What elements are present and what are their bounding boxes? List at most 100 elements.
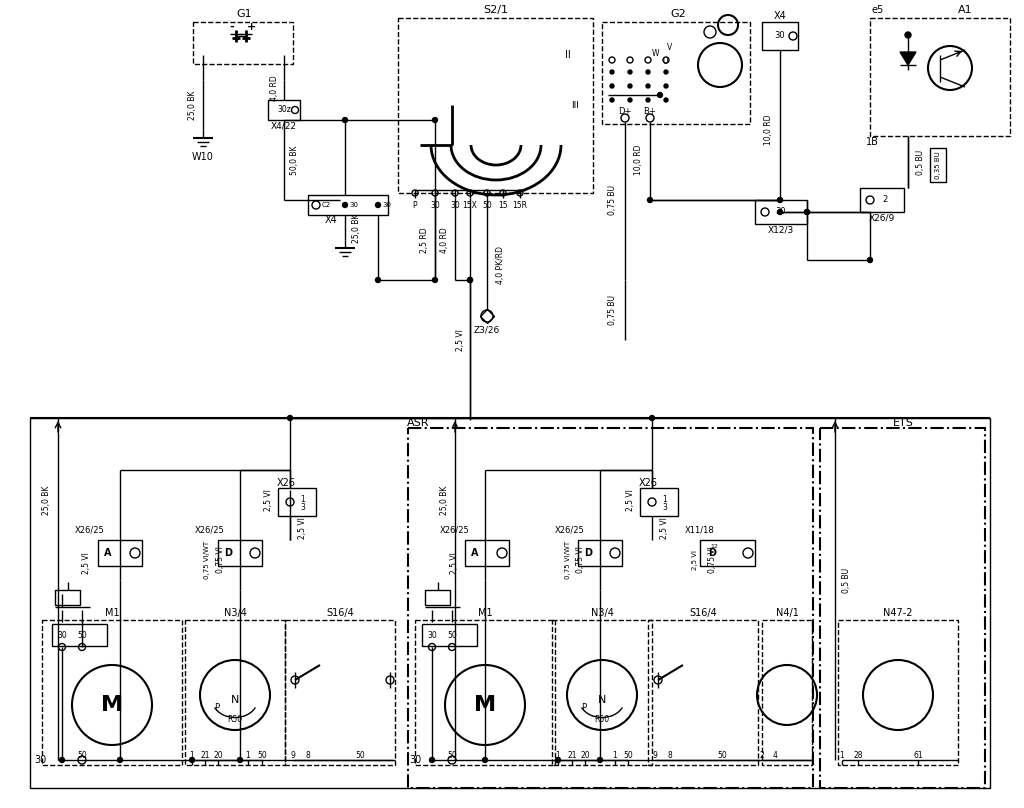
Circle shape [555, 758, 560, 763]
Text: 8: 8 [668, 751, 673, 760]
Text: G1: G1 [237, 9, 252, 19]
Text: M: M [474, 695, 496, 715]
Bar [930, 148, 946, 182]
Text: 0,75 VI/WT: 0,75 VI/WT [204, 541, 210, 579]
Text: ASR: ASR [407, 418, 429, 428]
Text: II: II [565, 50, 570, 60]
Text: 3: 3 [300, 503, 305, 511]
Text: 50,0 BK: 50,0 BK [291, 145, 299, 175]
Text: G2: G2 [670, 9, 686, 19]
Text: M1: M1 [477, 608, 493, 618]
Text: C2: C2 [322, 202, 331, 208]
Text: 50: 50 [482, 201, 492, 211]
Text: 50: 50 [624, 751, 633, 760]
Text: 1: 1 [840, 751, 845, 760]
Circle shape [288, 415, 293, 420]
Text: III: III [571, 100, 579, 110]
Circle shape [905, 32, 911, 38]
Text: N: N [230, 695, 240, 705]
Text: X26/25: X26/25 [440, 525, 470, 535]
Text: 30z: 30z [278, 106, 291, 115]
Circle shape [628, 84, 632, 88]
Circle shape [646, 70, 650, 74]
Circle shape [238, 758, 243, 763]
Text: X4: X4 [773, 11, 786, 21]
Circle shape [777, 197, 782, 203]
Text: 50: 50 [447, 751, 457, 760]
Text: 1: 1 [662, 494, 667, 503]
Text: 2: 2 [882, 196, 887, 204]
Text: +: + [248, 22, 257, 32]
Bar [700, 540, 755, 566]
Text: 1: 1 [189, 751, 195, 760]
Text: 0,75 VI: 0,75 VI [577, 546, 586, 574]
Text: 30: 30 [349, 202, 358, 208]
Text: X26/25: X26/25 [196, 525, 225, 535]
Circle shape [432, 277, 437, 283]
Circle shape [805, 209, 810, 214]
Text: e5: e5 [871, 5, 884, 15]
Circle shape [657, 92, 663, 98]
Text: P: P [413, 201, 418, 211]
Text: 25,0 BK: 25,0 BK [43, 486, 51, 515]
Text: 2,5 VI: 2,5 VI [692, 550, 698, 570]
Text: 4,0 RD: 4,0 RD [440, 227, 450, 253]
Bar [860, 188, 904, 212]
Bar [185, 620, 285, 765]
Bar [820, 428, 985, 788]
Text: X26/9: X26/9 [869, 213, 895, 222]
Circle shape [189, 758, 195, 763]
Text: P: P [582, 704, 587, 713]
Text: 2,5 VI: 2,5 VI [659, 517, 669, 539]
Circle shape [664, 84, 668, 88]
Bar [415, 620, 555, 765]
Bar [465, 540, 509, 566]
Text: 9: 9 [291, 751, 296, 760]
Text: D: D [584, 548, 592, 558]
Text: W10: W10 [193, 152, 214, 162]
Text: 1: 1 [612, 751, 617, 760]
Text: N47-2: N47-2 [884, 608, 912, 618]
Text: A: A [471, 548, 479, 558]
Text: 61: 61 [913, 751, 923, 760]
Text: 1: 1 [556, 751, 560, 760]
Circle shape [628, 98, 632, 102]
Text: 28: 28 [853, 751, 863, 760]
Text: 30: 30 [430, 201, 440, 211]
Circle shape [59, 758, 65, 763]
Text: 15X: 15X [463, 201, 477, 211]
Text: N3/4: N3/4 [223, 608, 247, 618]
Bar [425, 590, 450, 605]
Text: S16/4: S16/4 [326, 608, 354, 618]
Text: N3/4: N3/4 [591, 608, 613, 618]
Bar [98, 540, 142, 566]
Text: P: P [214, 704, 219, 713]
Text: 30: 30 [451, 201, 460, 211]
Text: D+: D+ [618, 107, 632, 116]
Circle shape [664, 98, 668, 102]
Circle shape [610, 98, 614, 102]
Circle shape [468, 277, 472, 283]
Text: 30: 30 [775, 208, 785, 217]
Bar [42, 620, 182, 765]
Circle shape [777, 209, 782, 214]
Text: R50: R50 [227, 716, 243, 725]
Text: -: - [229, 22, 234, 32]
Text: 50: 50 [717, 751, 727, 760]
Bar [193, 22, 293, 64]
Circle shape [610, 70, 614, 74]
Text: 10,0 RD: 10,0 RD [764, 115, 772, 145]
Circle shape [482, 758, 487, 763]
Text: X26: X26 [639, 478, 657, 488]
Bar [308, 195, 388, 215]
Text: 2,5 VI: 2,5 VI [263, 489, 272, 511]
Circle shape [342, 117, 347, 123]
Text: 9: 9 [652, 751, 657, 760]
Text: D: D [224, 548, 232, 558]
Circle shape [647, 197, 652, 203]
Circle shape [867, 258, 872, 263]
Text: 20: 20 [581, 751, 590, 760]
Text: X4: X4 [325, 215, 338, 225]
Circle shape [429, 758, 434, 763]
Text: 30: 30 [34, 755, 46, 765]
